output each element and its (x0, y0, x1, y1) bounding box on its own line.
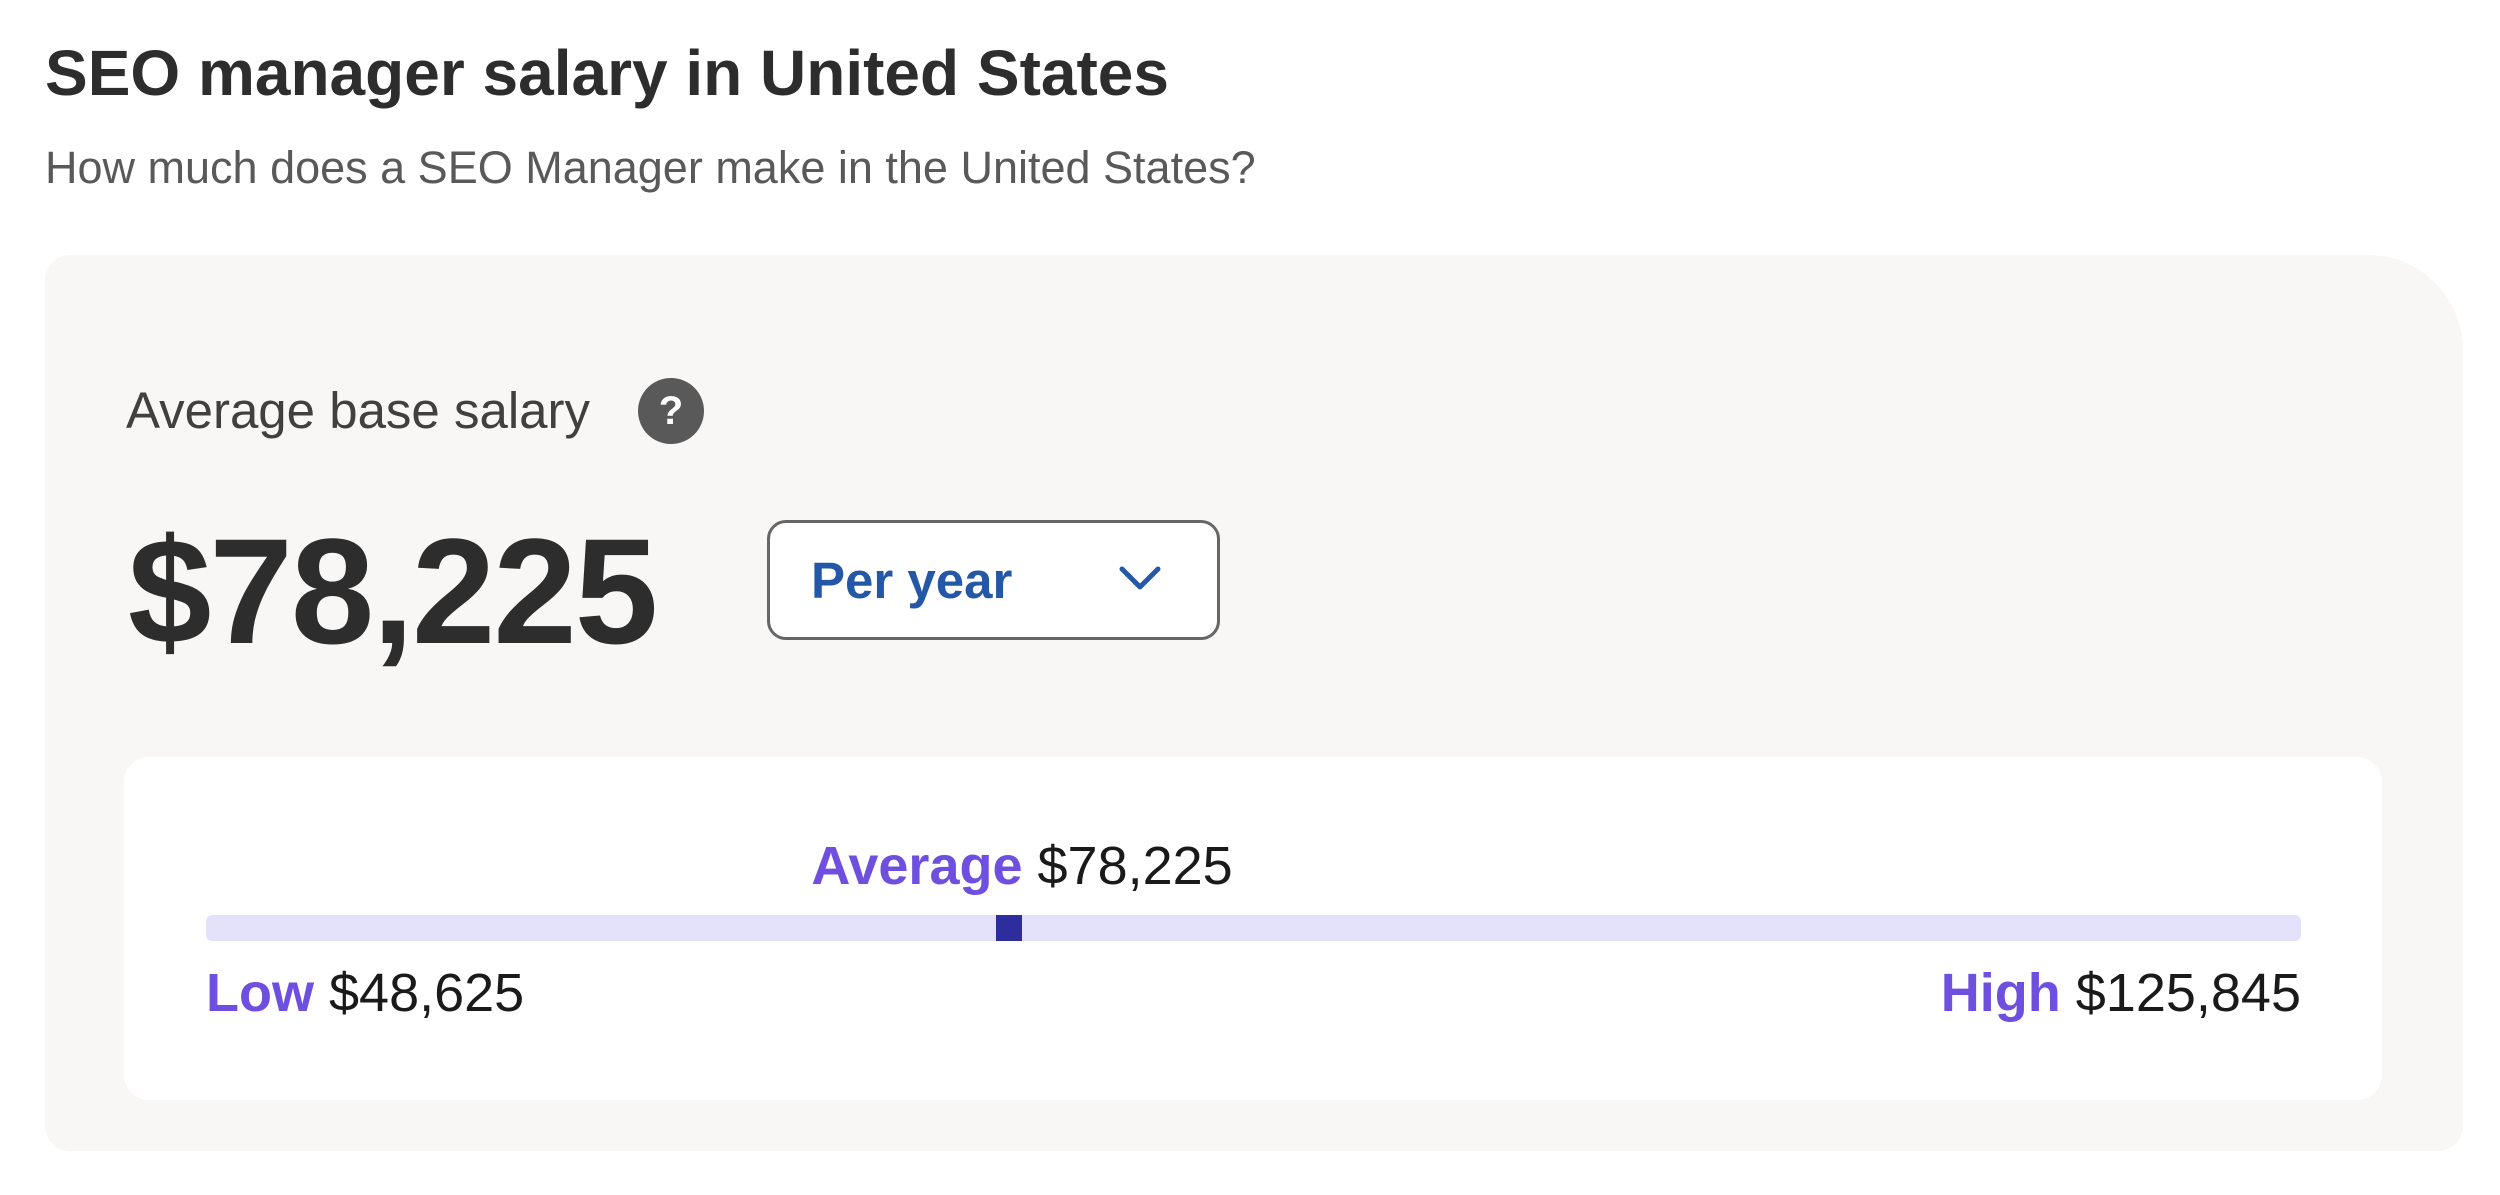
high-text: High $125,845 (1941, 962, 2301, 1024)
range-bar (206, 915, 2301, 941)
average-text: Average $78,225 (811, 835, 1232, 897)
low-label: Low (206, 963, 314, 1023)
average-value: $78,225 (1037, 836, 1233, 896)
low-text: Low $48,625 (206, 962, 524, 1024)
salary-amount: $78,225 (128, 507, 658, 675)
high-value: $125,845 (2075, 963, 2301, 1023)
low-value: $48,625 (329, 963, 525, 1023)
page-title: SEO manager salary in United States (45, 37, 1169, 109)
average-marker (996, 915, 1023, 941)
card-label: Average base salary (126, 382, 591, 439)
high-label: High (1940, 963, 2061, 1023)
subtitle: How much does a SEO Manager make in the … (45, 142, 1256, 193)
average-label: Average (811, 836, 1023, 896)
chevron-icon (1119, 566, 1161, 590)
period-label: Per year (811, 552, 1013, 609)
help-icon[interactable]: ? (638, 378, 704, 444)
period-dropdown[interactable]: Per year (767, 520, 1220, 640)
